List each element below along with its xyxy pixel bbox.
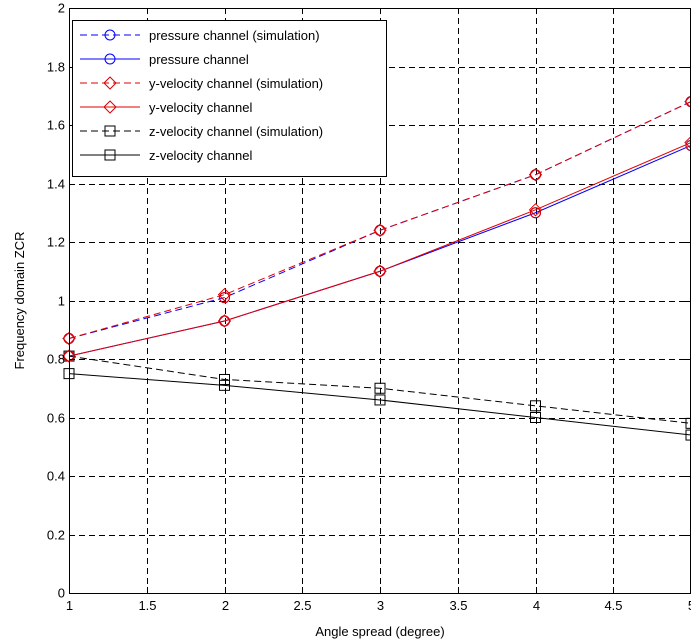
y-tick-label: 1.4 (47, 177, 65, 192)
x-tick-label: 3.5 (449, 598, 467, 613)
data-point (685, 96, 691, 108)
x-tick-label: 4 (533, 598, 540, 613)
data-point (374, 265, 386, 277)
data-point (219, 379, 230, 391)
y-tick-label: 0 (58, 586, 65, 601)
y-tick-label: 1.6 (47, 118, 65, 133)
data-point (373, 223, 387, 238)
legend-marker (104, 149, 116, 161)
legend-item: z-velocity channel (80, 148, 252, 163)
y-tick-label: 2 (58, 1, 65, 16)
data-point (219, 292, 230, 304)
x-tick-label: 1 (66, 598, 73, 613)
data-point (528, 168, 543, 182)
x-tick-label: 4.5 (604, 598, 622, 613)
data-point (685, 429, 691, 441)
data-point (684, 94, 691, 109)
data-point (530, 400, 541, 412)
legend-label: pressure channel (149, 52, 249, 67)
data-point (374, 394, 386, 406)
x-tick-label: 2.5 (293, 598, 311, 613)
series-line (68, 101, 691, 340)
data-point (685, 417, 691, 429)
data-point (528, 203, 543, 217)
legend: pressure channel (simulation) pressure ch… (72, 20, 387, 177)
data-point (530, 207, 541, 219)
series-line (68, 373, 691, 436)
y-tick-label: 1.2 (47, 235, 65, 250)
x-axis-label: Angle spread (degree) (315, 624, 444, 639)
y-axis-label: Frequency domain ZCR (12, 232, 27, 370)
series-line (68, 355, 691, 424)
ticks: 1 1.5 2 2.5 3 3.5 4 4.5 5 0 0.2 0.4 0.6 0.8 1 1.2 1.4 1.6… (47, 1, 691, 613)
legend-item: z-velocity channel (simulation) (80, 124, 323, 139)
legend-marker (104, 125, 116, 137)
data-point (374, 382, 386, 394)
legend-box (72, 20, 387, 177)
legend-label: z-velocity channel (simulation) (149, 124, 323, 139)
y-tick-label: 0.6 (47, 411, 65, 426)
series-3 (62, 135, 691, 363)
legend-item: pressure channel (80, 52, 249, 67)
legend-marker (104, 53, 116, 65)
legend-item: y-velocity channel (80, 100, 252, 115)
x-tick-label: 2 (222, 598, 229, 613)
series-4 (63, 350, 691, 429)
series-layer (62, 94, 691, 441)
data-point (684, 135, 691, 150)
x-tick-label: 3 (377, 598, 384, 613)
y-tick-label: 0.8 (47, 352, 65, 367)
legend-item: pressure channel (simulation) (80, 28, 320, 43)
x-tick-label: 5 (688, 598, 691, 613)
legend-marker (104, 29, 116, 41)
legend-label: pressure channel (simulation) (149, 28, 320, 43)
data-point (219, 373, 230, 385)
y-tick-label: 0.4 (47, 469, 65, 484)
data-point (685, 139, 691, 151)
legend-label: z-velocity channel (149, 148, 252, 163)
legend-label: y-velocity channel (149, 100, 252, 115)
data-point (217, 314, 232, 328)
overlay-markers-1 (63, 139, 691, 362)
y-tick-label: 0.2 (47, 528, 65, 543)
series-line (68, 142, 691, 357)
y-tick-label: 1.8 (47, 60, 65, 75)
y-tick-label: 1 (58, 294, 65, 309)
series-5 (63, 368, 691, 441)
data-point (217, 287, 232, 302)
legend-marker (103, 76, 117, 90)
x-tick-label: 1.5 (138, 598, 156, 613)
series-2 (62, 94, 691, 346)
legend-item: y-velocity channel (simulation) (80, 76, 323, 91)
legend-label: y-velocity channel (simulation) (149, 76, 323, 91)
data-point (530, 412, 541, 423)
data-point (374, 224, 386, 236)
data-point (373, 264, 387, 278)
data-point (530, 169, 541, 181)
data-point (219, 315, 230, 327)
legend-marker (103, 100, 117, 114)
